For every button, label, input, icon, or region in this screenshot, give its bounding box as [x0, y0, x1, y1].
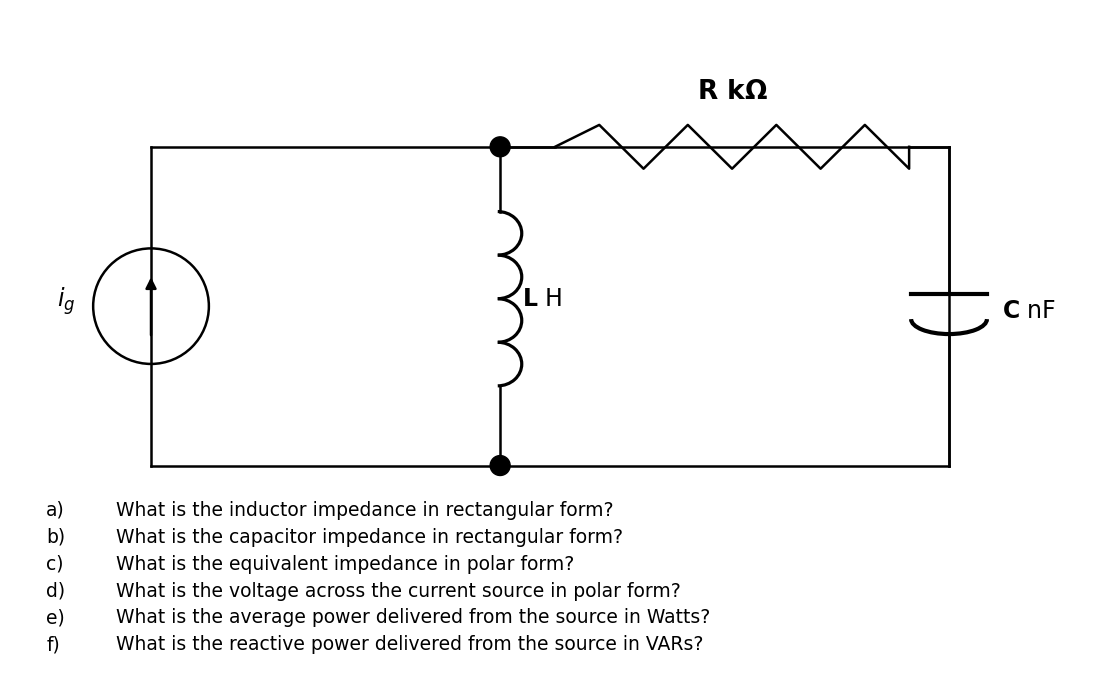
- Text: What is the capacitor impedance in rectangular form?: What is the capacitor impedance in recta…: [116, 528, 623, 547]
- Text: f): f): [46, 635, 60, 654]
- Circle shape: [490, 137, 510, 157]
- Text: c): c): [46, 555, 64, 574]
- Text: $\mathbf{C}$ nF: $\mathbf{C}$ nF: [1002, 299, 1057, 323]
- Text: d): d): [46, 582, 65, 601]
- Text: What is the average power delivered from the source in Watts?: What is the average power delivered from…: [116, 608, 710, 627]
- Text: e): e): [46, 608, 65, 627]
- Text: What is the reactive power delivered from the source in VARs?: What is the reactive power delivered fro…: [116, 635, 703, 654]
- Text: What is the inductor impedance in rectangular form?: What is the inductor impedance in rectan…: [116, 501, 614, 520]
- Text: $i_g$: $i_g$: [57, 285, 75, 317]
- Text: $\mathbf{R}$ k$\mathbf{\Omega}$: $\mathbf{R}$ k$\mathbf{\Omega}$: [697, 79, 767, 105]
- Text: b): b): [46, 528, 65, 547]
- Text: $\mathbf{L}$ H: $\mathbf{L}$ H: [522, 287, 562, 310]
- Text: a): a): [46, 501, 65, 520]
- Text: What is the equivalent impedance in polar form?: What is the equivalent impedance in pola…: [116, 555, 575, 574]
- Text: What is the voltage across the current source in polar form?: What is the voltage across the current s…: [116, 582, 681, 601]
- Circle shape: [490, 456, 510, 475]
